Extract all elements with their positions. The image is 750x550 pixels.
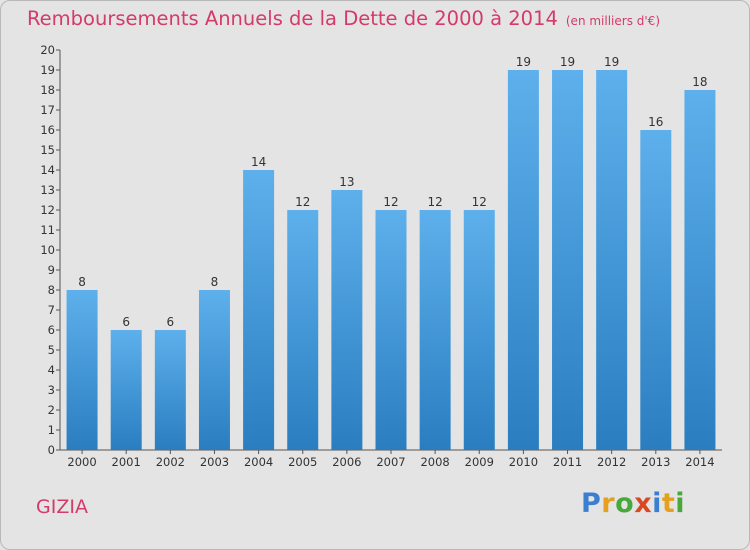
logo-letter: t bbox=[661, 488, 676, 519]
y-tick-label: 17 bbox=[40, 103, 55, 117]
bar bbox=[287, 210, 319, 450]
x-tick-label: 2014 bbox=[685, 455, 714, 469]
x-tick-label: 2006 bbox=[332, 455, 361, 469]
y-tick-label: 0 bbox=[48, 443, 55, 457]
y-tick-label: 13 bbox=[40, 183, 55, 197]
data-label: 19 bbox=[516, 55, 531, 69]
commune-name: GIZIA bbox=[36, 496, 88, 518]
x-tick-label: 2005 bbox=[288, 455, 317, 469]
data-label: 8 bbox=[78, 275, 86, 289]
logo-letter: i bbox=[675, 488, 686, 519]
data-label: 19 bbox=[604, 55, 619, 69]
y-tick-label: 3 bbox=[48, 383, 55, 397]
logo-letter: P bbox=[581, 488, 602, 519]
x-tick-label: 2012 bbox=[597, 455, 626, 469]
y-tick-label: 11 bbox=[40, 223, 55, 237]
bar bbox=[154, 330, 186, 450]
bar bbox=[640, 130, 672, 450]
data-label: 14 bbox=[251, 155, 266, 169]
data-label: 18 bbox=[692, 75, 707, 89]
data-label: 6 bbox=[122, 315, 130, 329]
data-label: 12 bbox=[383, 195, 398, 209]
bar bbox=[198, 290, 230, 450]
bar bbox=[66, 290, 98, 450]
bar bbox=[463, 210, 495, 450]
bar bbox=[552, 70, 584, 450]
x-tick-label: 2001 bbox=[112, 455, 141, 469]
bar bbox=[507, 70, 539, 450]
x-tick-label: 2002 bbox=[156, 455, 185, 469]
y-tick-label: 6 bbox=[48, 323, 55, 337]
y-tick-label: 19 bbox=[40, 63, 55, 77]
logo-letter: i bbox=[652, 488, 662, 519]
y-tick-label: 15 bbox=[40, 143, 55, 157]
y-tick-label: 1 bbox=[48, 423, 55, 437]
x-tick-label: 2000 bbox=[67, 455, 96, 469]
bar bbox=[243, 170, 275, 450]
y-tick-label: 2 bbox=[48, 403, 55, 417]
logo-letter: x bbox=[634, 488, 653, 519]
x-tick-label: 2011 bbox=[553, 455, 582, 469]
bar bbox=[110, 330, 142, 450]
y-tick-label: 14 bbox=[40, 163, 55, 177]
y-tick-label: 20 bbox=[40, 43, 55, 57]
y-tick-label: 7 bbox=[48, 303, 55, 317]
chart-title: Remboursements Annuels de la Dette de 20… bbox=[27, 7, 660, 30]
x-tick-label: 2003 bbox=[200, 455, 229, 469]
data-label: 12 bbox=[472, 195, 487, 209]
logo-letter: r bbox=[601, 488, 616, 519]
logo-letter: o bbox=[615, 488, 635, 519]
data-label: 16 bbox=[648, 115, 663, 129]
bar bbox=[684, 90, 716, 450]
x-tick-label: 2009 bbox=[465, 455, 494, 469]
data-label: 12 bbox=[295, 195, 310, 209]
y-tick-label: 8 bbox=[48, 283, 55, 297]
data-label: 13 bbox=[339, 175, 354, 189]
y-tick-label: 5 bbox=[48, 343, 55, 357]
data-label: 12 bbox=[427, 195, 442, 209]
bar bbox=[331, 190, 363, 450]
x-tick-label: 2010 bbox=[509, 455, 538, 469]
data-label: 8 bbox=[211, 275, 219, 289]
x-tick-label: 2008 bbox=[420, 455, 449, 469]
data-label: 19 bbox=[560, 55, 575, 69]
bar bbox=[419, 210, 451, 450]
proxiti-logo: Proxiti bbox=[581, 488, 685, 519]
bar bbox=[596, 70, 628, 450]
y-tick-label: 4 bbox=[48, 363, 55, 377]
y-tick-label: 12 bbox=[40, 203, 55, 217]
y-tick-label: 9 bbox=[48, 263, 55, 277]
bar bbox=[375, 210, 407, 450]
y-tick-label: 18 bbox=[40, 83, 55, 97]
unit-label: (en milliers d'€) bbox=[565, 14, 660, 28]
x-tick-label: 2004 bbox=[244, 455, 273, 469]
y-tick-label: 10 bbox=[40, 243, 55, 257]
data-label: 6 bbox=[167, 315, 175, 329]
y-tick-label: 16 bbox=[40, 123, 55, 137]
title-text: Remboursements Annuels de la Dette de 20… bbox=[27, 7, 558, 30]
x-tick-label: 2007 bbox=[376, 455, 405, 469]
x-tick-label: 2013 bbox=[641, 455, 670, 469]
